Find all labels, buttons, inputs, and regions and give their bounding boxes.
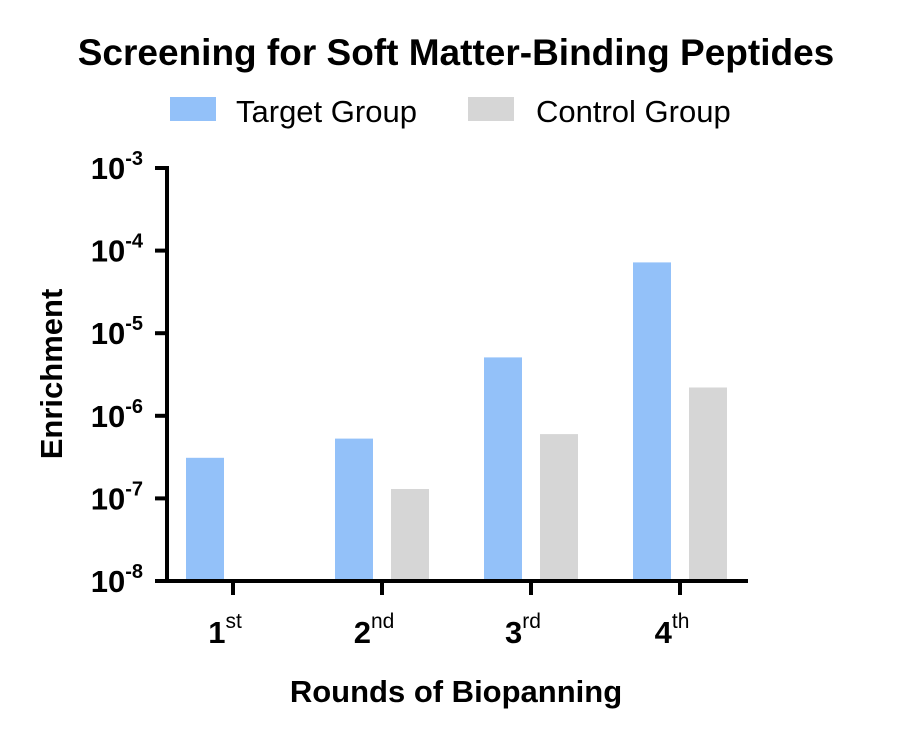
x-tick-label: 1st bbox=[208, 610, 242, 650]
bars bbox=[186, 262, 727, 581]
y-tick-label: 10-6 bbox=[91, 396, 143, 434]
bar-control-4 bbox=[689, 387, 727, 581]
y-tick-label: 10-4 bbox=[91, 231, 144, 269]
y-tick-label: 10-8 bbox=[91, 561, 143, 599]
y-axis-label: Enrichment bbox=[34, 289, 69, 460]
legend-swatch-control bbox=[468, 97, 514, 121]
legend: Target Group Control Group bbox=[170, 94, 731, 129]
x-tick-label: 2nd bbox=[354, 610, 395, 650]
legend-swatch-target bbox=[170, 97, 216, 121]
x-tick-label: 3rd bbox=[505, 610, 541, 650]
bar-target-3 bbox=[484, 357, 522, 581]
bar-target-2 bbox=[335, 438, 373, 581]
chart-title: Screening for Soft Matter-Binding Peptid… bbox=[78, 32, 835, 73]
y-tick-label: 10-7 bbox=[91, 478, 143, 516]
legend-label-control: Control Group bbox=[536, 94, 731, 129]
x-axis-label: Rounds of Biopanning bbox=[290, 674, 622, 709]
legend-label-target: Target Group bbox=[236, 94, 417, 129]
x-axis-ticks: 1st 2nd 3rd 4th bbox=[208, 581, 689, 650]
bar-target-4 bbox=[633, 262, 671, 581]
x-tick-label: 4th bbox=[655, 610, 690, 650]
bar-control-3 bbox=[540, 434, 578, 581]
y-tick-label: 10-5 bbox=[91, 313, 143, 351]
y-tick-label: 10-3 bbox=[91, 148, 143, 186]
bar-control-2 bbox=[391, 489, 429, 581]
bar-target-1 bbox=[186, 457, 224, 581]
y-axis-ticks: 10-8 10-7 10-6 10-5 10-4 10-3 bbox=[91, 148, 167, 599]
